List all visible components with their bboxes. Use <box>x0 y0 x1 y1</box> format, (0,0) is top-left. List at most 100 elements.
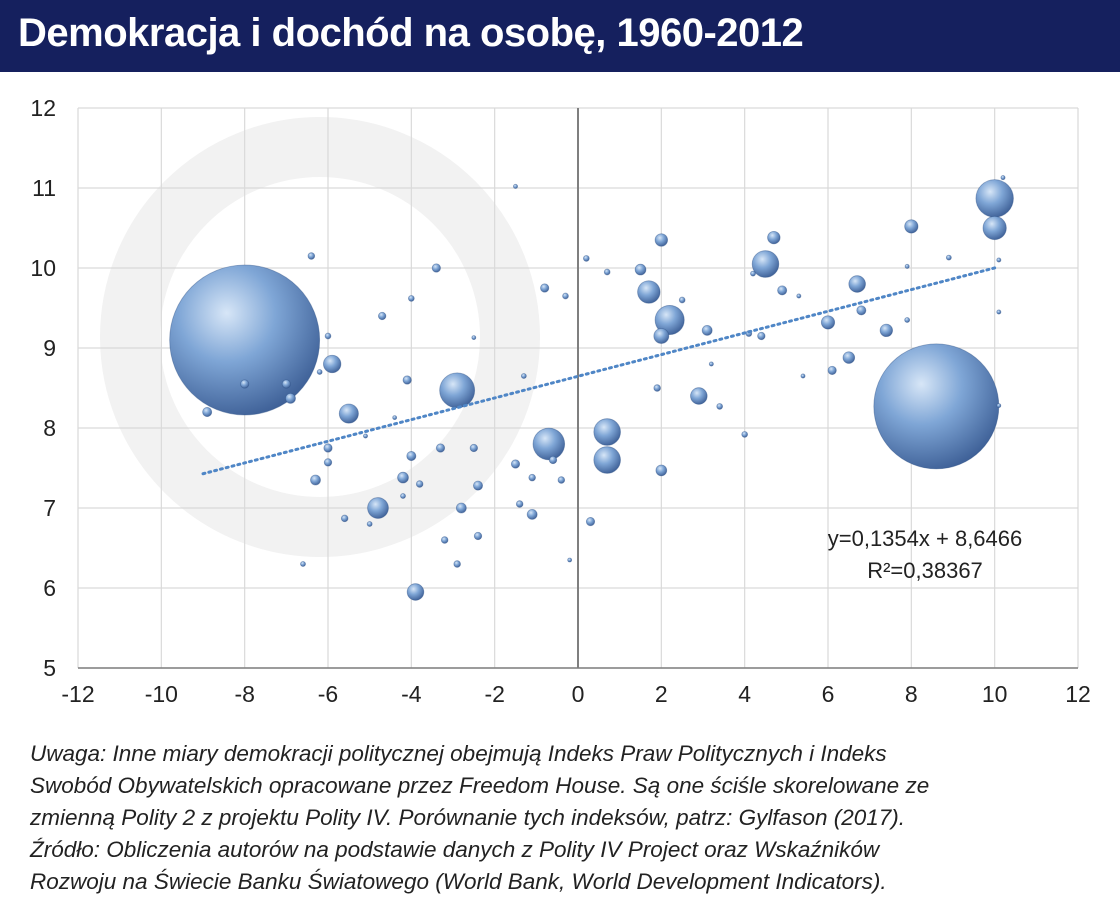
data-bubble <box>300 561 306 567</box>
data-bubble <box>603 268 611 276</box>
x-tick-label: 6 <box>822 681 835 707</box>
data-bubble <box>982 215 1007 241</box>
note-line: zmienną Polity 2 z projektu Polity IV. P… <box>30 805 906 830</box>
data-bubble <box>471 335 477 341</box>
data-bubble <box>366 521 373 527</box>
y-tick-label: 10 <box>30 255 56 281</box>
data-bubble <box>751 250 780 278</box>
data-bubble <box>367 497 389 519</box>
y-tick-label: 8 <box>43 415 56 441</box>
data-bubble <box>945 254 952 261</box>
x-tick-label: 10 <box>982 681 1008 707</box>
trendline-group <box>201 266 997 476</box>
data-bubble <box>397 471 409 484</box>
data-bubble <box>340 514 349 523</box>
data-bubble <box>515 500 524 508</box>
data-bubble <box>307 252 316 260</box>
x-tick-label: 4 <box>738 681 751 707</box>
data-bubble <box>637 280 661 304</box>
data-bubble <box>281 379 291 389</box>
bubble-chart: 5 6 7 8 9 10 11 12 -12 -10 -8 -6 -4 -2 0 2 4 6 8 10 12 y=0,1… <box>30 95 1090 707</box>
x-tick-label: -12 <box>61 681 94 707</box>
data-bubble <box>323 443 333 453</box>
trendline <box>201 266 997 476</box>
data-bubble <box>431 263 441 273</box>
data-bubble <box>996 257 1002 263</box>
data-bubble <box>593 418 621 446</box>
data-bubble <box>310 474 321 486</box>
watermark-logo <box>100 117 540 557</box>
data-bubble <box>996 309 1002 315</box>
data-bubble <box>654 233 668 247</box>
x-tick-label: 2 <box>655 681 668 707</box>
data-bubble <box>378 311 387 321</box>
x-tick-label: -2 <box>484 681 504 707</box>
data-bubble <box>202 407 213 417</box>
data-bubble <box>701 324 713 336</box>
data-bubble <box>842 351 856 364</box>
data-bubble <box>653 328 670 344</box>
data-bubble <box>562 292 569 300</box>
chart-title: Demokracja i dochód na osobę, 1960-2012 <box>18 11 804 55</box>
y-tick-label: 6 <box>43 575 56 601</box>
data-bubble <box>654 305 685 335</box>
data-bubble <box>716 403 723 410</box>
data-bubble <box>873 343 1000 470</box>
data-bubble <box>415 480 424 488</box>
data-bubble <box>532 427 566 461</box>
data-bubble <box>285 392 296 404</box>
y-tick-label: 5 <box>43 655 56 681</box>
data-bubble <box>435 443 446 453</box>
note-line: Rozwoju na Świecie Banku Światowego (Wor… <box>30 869 887 894</box>
data-bubble <box>363 433 368 439</box>
data-bubble <box>634 263 647 276</box>
data-bubble <box>323 458 333 467</box>
data-bubble <box>510 459 521 469</box>
data-bubble <box>455 502 467 514</box>
source-note: Uwaga: Inne miary demokracji politycznej… <box>30 738 1110 898</box>
data-bubble <box>439 372 476 409</box>
r-squared: R²=0,38367 <box>867 558 983 583</box>
x-tick-label: 12 <box>1065 681 1091 707</box>
data-bubble <box>392 415 398 421</box>
data-bubble <box>904 219 919 234</box>
data-bubble <box>904 317 911 323</box>
data-bubble <box>408 295 415 302</box>
tick-labels: 5 6 7 8 9 10 11 12 -12 -10 -8 -6 -4 -2 0 2 4 6 8 10 12 <box>30 95 1090 707</box>
axes <box>78 108 1078 669</box>
data-bubble <box>708 361 714 367</box>
title-bar: Demokracja i dochód na osobę, 1960-2012 <box>0 0 1120 72</box>
data-bubble <box>583 255 590 262</box>
data-bubble <box>820 315 836 330</box>
data-bubble <box>526 508 538 520</box>
data-bubble <box>777 285 788 296</box>
data-bubble <box>690 387 708 405</box>
data-bubble <box>557 476 566 484</box>
x-tick-label: -6 <box>318 681 338 707</box>
note-line: Źródło: Obliczenia autorów na podstawie … <box>30 837 880 862</box>
data-bubble <box>904 263 910 269</box>
x-tick-label: 0 <box>572 681 585 707</box>
data-bubble <box>653 384 661 392</box>
data-bubble <box>469 443 478 453</box>
y-tick-label: 12 <box>30 95 56 121</box>
data-bubble <box>402 375 412 385</box>
note-line: Swobód Obywatelskich opracowane przez Fr… <box>30 773 930 798</box>
x-tick-label: 8 <box>905 681 918 707</box>
data-bubble <box>655 464 668 477</box>
trendline-equation: y=0,1354x + 8,6466 <box>828 526 1023 551</box>
data-bubble <box>540 283 550 293</box>
data-bubble <box>856 305 867 316</box>
data-bubble <box>400 493 406 499</box>
note-line: Uwaga: Inne miary demokracji politycznej… <box>30 741 887 766</box>
data-bubble <box>453 560 461 568</box>
data-bubble <box>800 373 806 379</box>
data-bubble <box>338 403 359 424</box>
x-tick-label: -8 <box>234 681 254 707</box>
y-tick-label: 9 <box>43 335 56 361</box>
data-bubble <box>520 373 527 379</box>
data-bubble <box>528 473 536 482</box>
data-bubble <box>473 531 483 541</box>
bubbles <box>169 175 1014 601</box>
data-bubble <box>827 365 837 375</box>
